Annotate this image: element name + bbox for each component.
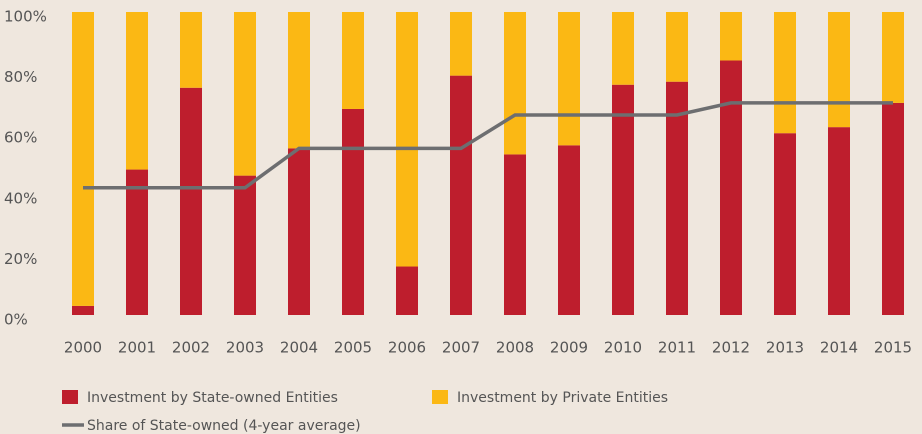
- bar: [342, 12, 364, 109]
- bar: [180, 12, 202, 88]
- x-tick-label: 2001: [118, 339, 156, 357]
- bar: [342, 108, 364, 316]
- x-tick-label: 2011: [658, 339, 696, 357]
- bar: [666, 81, 688, 315]
- bar: [288, 148, 310, 315]
- y-tick-label: 60%: [4, 129, 37, 147]
- bar: [720, 12, 742, 61]
- x-tick-label: 2006: [388, 339, 426, 357]
- bar: [504, 12, 526, 155]
- y-tick-label: 40%: [4, 189, 37, 207]
- bar: [450, 75, 472, 315]
- x-tick-label: 2010: [604, 339, 642, 357]
- bar: [828, 12, 850, 128]
- x-tick-label: 2003: [226, 339, 264, 357]
- y-tick-label: 20%: [4, 250, 37, 268]
- x-tick-label: 2015: [874, 339, 912, 357]
- bar: [180, 87, 202, 315]
- bar: [612, 84, 634, 315]
- x-tick-label: 2013: [766, 339, 804, 357]
- x-tick-label: 2002: [172, 339, 210, 357]
- bar: [72, 12, 94, 306]
- bar: [234, 12, 256, 176]
- bar: [774, 12, 796, 134]
- bar: [774, 133, 796, 315]
- bar: [126, 169, 148, 315]
- bar: [126, 12, 148, 170]
- legend-swatch: [432, 390, 448, 404]
- bar: [234, 175, 256, 315]
- bar: [882, 102, 904, 316]
- x-tick-label: 2000: [64, 339, 102, 357]
- x-tick-label: 2012: [712, 339, 750, 357]
- y-tick-label: 100%: [4, 8, 47, 26]
- bar: [666, 12, 688, 82]
- bar: [828, 127, 850, 315]
- legend-label: Investment by State-owned Entities: [87, 390, 338, 406]
- y-tick-label: 0%: [4, 311, 28, 329]
- bar: [882, 12, 904, 103]
- bar: [396, 266, 418, 315]
- bar: [558, 12, 580, 146]
- bar: [504, 154, 526, 315]
- y-tick-label: 80%: [4, 68, 37, 86]
- line: [83, 101, 893, 190]
- bar: [396, 12, 418, 267]
- bar: [558, 145, 580, 315]
- x-tick-label: 2005: [334, 339, 372, 357]
- bar: [288, 12, 310, 149]
- x-tick-label: 2008: [496, 339, 534, 357]
- x-tick-label: 2007: [442, 339, 480, 357]
- bar: [720, 60, 742, 316]
- legend-label: Investment by Private Entities: [457, 390, 668, 406]
- bar: [450, 12, 472, 76]
- legend-swatch: [62, 390, 78, 404]
- bar: [612, 12, 634, 85]
- x-tick-label: 2009: [550, 339, 588, 357]
- legend-label: Share of State-owned (4-year average): [87, 418, 361, 434]
- x-tick-label: 2014: [820, 339, 858, 357]
- x-tick-label: 2004: [280, 339, 318, 357]
- bar: [72, 305, 94, 315]
